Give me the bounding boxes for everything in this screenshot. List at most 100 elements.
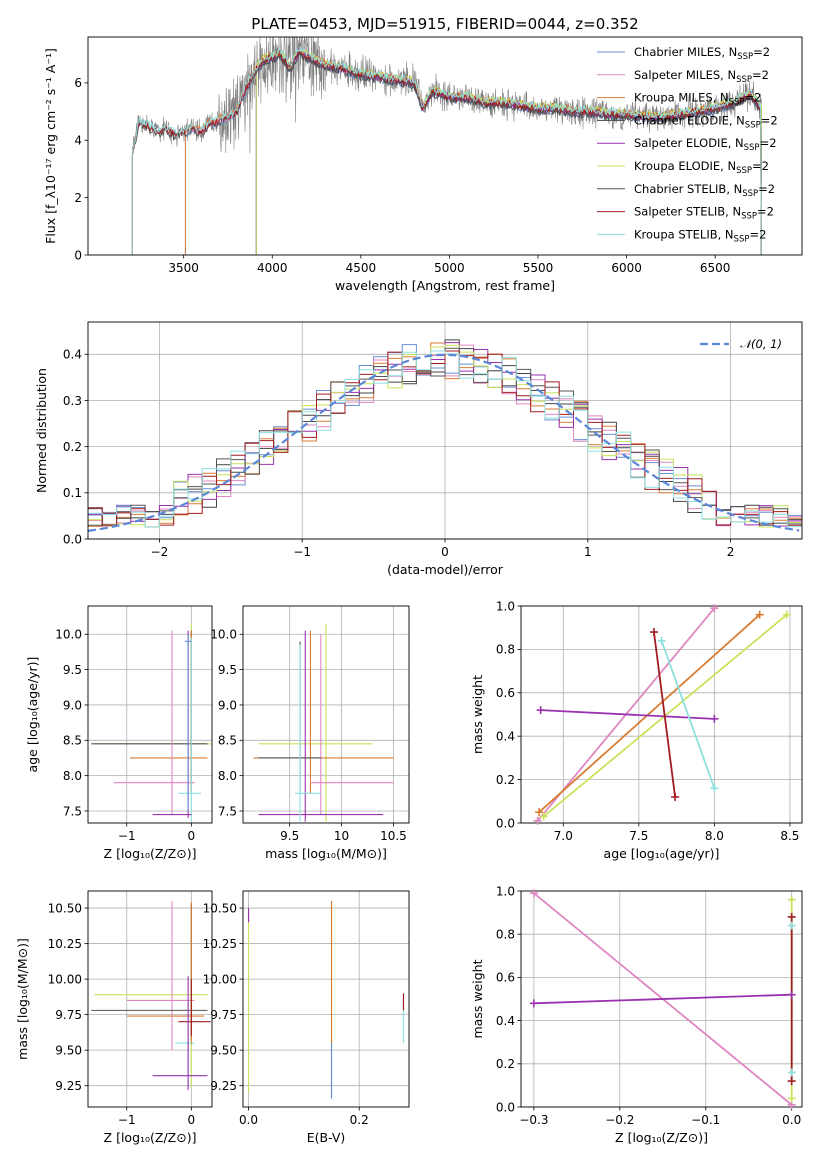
axes-frame — [520, 605, 803, 824]
legend-entry: Kroupa ELODIE, NSSP=2 — [634, 159, 769, 176]
y-tick-label: 0.2 — [63, 440, 82, 454]
x-tick-label: −0.1 — [691, 1113, 720, 1127]
x-tick-label: −1 — [118, 1113, 136, 1127]
x-tick-label: 1 — [584, 545, 592, 559]
y-tick-label: 4 — [74, 134, 82, 148]
y-tick-label: 10.0 — [210, 628, 237, 642]
weight-line — [533, 993, 792, 1005]
y-tick-label: 9.75 — [55, 1008, 82, 1022]
y-tick-label: 9.50 — [55, 1043, 82, 1057]
x-tick-label: 5000 — [434, 261, 465, 275]
weight-line — [538, 614, 761, 813]
y-tick-label: 9.25 — [55, 1079, 82, 1093]
y-tick-label: 0.3 — [63, 394, 82, 408]
x-tick-label: 8.0 — [705, 829, 724, 843]
legend-entry: Salpeter MILES, NSSP=2 — [634, 68, 769, 85]
figure-title: PLATE=0453, MJD=51915, FIBERID=0044, z=0… — [251, 15, 638, 33]
y-tick-label: 9.0 — [63, 698, 82, 712]
y-tick-label: 9.75 — [210, 1008, 237, 1022]
y-axis-label: age [log₁₀(age/yr)] — [25, 657, 40, 773]
y-tick-label: 10.00 — [203, 972, 237, 986]
plot-area — [91, 623, 211, 822]
x-tick-label: −1 — [293, 545, 311, 559]
x-tick-label: 0 — [441, 545, 449, 559]
y-tick-label: 0.2 — [496, 1057, 515, 1071]
x-tick-label: 8.5 — [780, 829, 799, 843]
x-tick-label: 6000 — [611, 261, 642, 275]
legend-entry: 𝒩(0, 1) — [740, 337, 782, 351]
x-axis-label: age [log₁₀(age/yr)] — [604, 846, 720, 861]
x-axis-label: wavelength [Angstrom, rest frame] — [335, 278, 555, 293]
plot-area — [533, 892, 793, 1106]
x-tick-label: 0 — [188, 829, 196, 843]
y-axis-label: Flux [f_λ10⁻¹⁷ erg cm⁻² s⁻¹ A⁻¹] — [43, 48, 58, 244]
y-tick-label: 0.4 — [63, 348, 82, 362]
spectrum-legend: Chabrier MILES, NSSP=2 Salpeter MILES, NS… — [597, 45, 778, 244]
x-axis-label: mass [log₁₀(M/M⊙)] — [265, 846, 387, 861]
x-tick-label: 9.5 — [280, 829, 299, 843]
y-tick-label: 0.2 — [496, 773, 515, 787]
x-axis-label: E(B-V) — [307, 1130, 346, 1145]
y-tick-label: 1.0 — [496, 884, 515, 898]
y-tick-label: 0.4 — [496, 730, 515, 744]
x-tick-label: −2 — [151, 545, 169, 559]
legend-entry: Chabrier ELODIE, NSSP=2 — [634, 113, 778, 130]
y-tick-label: 9.50 — [210, 1043, 237, 1057]
axes-weight_vs_age: 7.0 7.5 8.0 8.5 0.0 0.2 0.4 0.6 0.8 1.0 age [log₁₀… — [470, 599, 803, 861]
axes-age_vs_mass: 9.5 10 10.5 7.5 8.0 8.5 9.0 9.5 10.0 mass [log₁₀(… — [210, 605, 410, 861]
legend-entry: Salpeter STELIB, NSSP=2 — [634, 205, 774, 222]
weight-line — [540, 709, 715, 720]
plot-area — [247, 900, 405, 1099]
x-tick-label: 0.0 — [239, 1113, 258, 1127]
x-tick-label: 4500 — [346, 261, 377, 275]
x-tick-label: 2 — [727, 545, 735, 559]
y-axis-label: mass weight — [470, 959, 485, 1038]
axes-frame — [87, 36, 803, 256]
x-tick-label: −0.2 — [605, 1113, 634, 1127]
y-axis-label: mass weight — [470, 675, 485, 754]
y-tick-label: 0.1 — [63, 486, 82, 500]
x-axis-label: Z [log₁₀(Z/Z⊙)] — [615, 1130, 708, 1145]
x-tick-label: 4000 — [257, 261, 288, 275]
gaussian-curve — [88, 353, 800, 532]
axes-frame — [242, 605, 410, 824]
grid-lines — [88, 891, 212, 1107]
axes-frame — [87, 605, 213, 824]
y-tick-label: 10.00 — [48, 972, 82, 986]
weight-line — [660, 640, 716, 789]
residual-histogram — [88, 350, 802, 528]
y-tick-label: 0.6 — [496, 971, 515, 985]
y-tick-label: 7.5 — [218, 804, 237, 818]
y-tick-label: 8.0 — [218, 769, 237, 783]
model-spectrum — [255, 49, 762, 255]
x-tick-label: 7.0 — [554, 829, 573, 843]
y-tick-label: 8.5 — [218, 734, 237, 748]
y-tick-label: 8.5 — [63, 734, 82, 748]
plot-area — [91, 900, 211, 1090]
y-tick-label: 8.0 — [63, 769, 82, 783]
y-tick-label: 0 — [74, 248, 82, 262]
x-tick-label: 10 — [334, 829, 349, 843]
x-axis-label: Z [log₁₀(Z/Z⊙)] — [104, 846, 197, 861]
x-tick-label: 0 — [188, 1113, 196, 1127]
y-tick-label: 0.8 — [496, 928, 515, 942]
x-tick-label: 10.5 — [380, 829, 407, 843]
x-tick-label: 5500 — [523, 261, 554, 275]
plot-area — [131, 37, 762, 255]
y-tick-label: 9.0 — [218, 698, 237, 712]
axes-frame — [242, 890, 410, 1108]
plot-area — [253, 623, 394, 822]
plot-area — [536, 607, 788, 822]
axes-residuals: −2 −1 0 1 2 0.0 0.1 0.2 0.3 0.4 (data-model)/error… — [34, 321, 803, 577]
y-tick-label: 0.4 — [496, 1014, 515, 1028]
weight-line — [653, 631, 676, 798]
x-tick-label: 0.0 — [782, 1113, 801, 1127]
y-tick-label: 0.0 — [496, 1100, 515, 1114]
x-tick-label: 7.5 — [629, 829, 648, 843]
y-tick-label: 0.6 — [496, 686, 515, 700]
y-tick-label: 0.0 — [496, 816, 515, 830]
axes-frame — [520, 890, 803, 1108]
axes-frame — [87, 890, 213, 1108]
axes-weight_vs_Z: −0.3 −0.2 −0.1 0.0 0.0 0.2 0.4 0.6 0.8 1.0 Z [log₁… — [470, 884, 803, 1145]
y-tick-label: 9.5 — [218, 663, 237, 677]
